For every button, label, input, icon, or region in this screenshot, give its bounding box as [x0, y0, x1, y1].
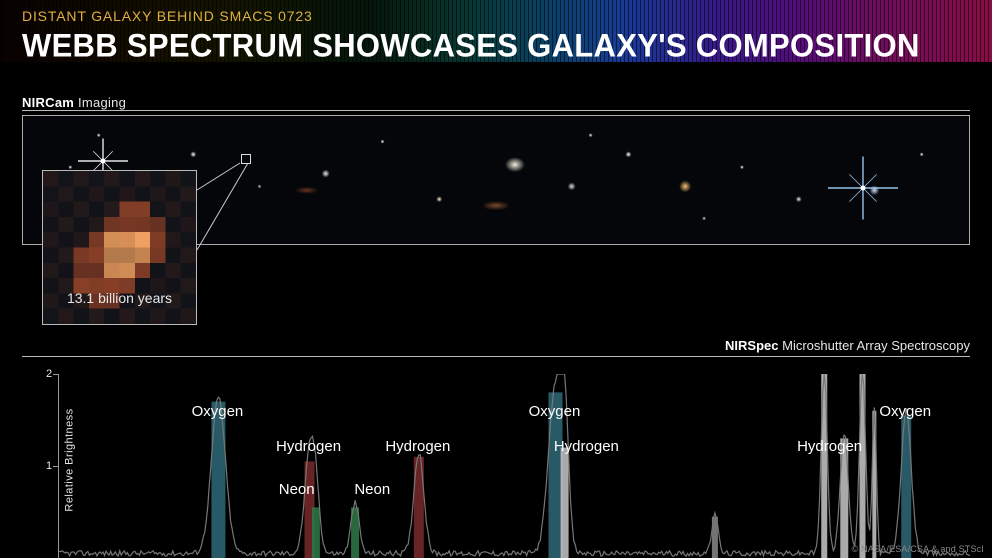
page-title: WEBB SPECTRUM SHOWCASES GALAXY'S COMPOSI…	[22, 27, 920, 65]
page-subtitle: DISTANT GALAXY BEHIND SMACS 0723	[22, 8, 920, 24]
header: DISTANT GALAXY BEHIND SMACS 0723 WEBB SP…	[22, 8, 920, 64]
nircam-rule	[22, 110, 970, 111]
nircam-label: NIRCam Imaging	[22, 95, 126, 110]
peak-label: Oxygen	[192, 403, 244, 420]
inset-age-label: 13.1 billion years	[42, 290, 197, 306]
peak-label: Oxygen	[529, 403, 581, 420]
peak-label: Hydrogen	[276, 438, 341, 455]
nirspec-label-bold: NIRSpec	[725, 338, 778, 353]
chart-plot-area	[58, 374, 970, 558]
nircam-label-light: Imaging	[78, 95, 126, 110]
image-credit: © NASA/ESA/CSA & and STScI	[852, 544, 984, 554]
nircam-label-bold: NIRCam	[22, 95, 74, 110]
peak-label: Hydrogen	[797, 438, 862, 455]
peak-label: Hydrogen	[554, 438, 619, 455]
y-tick: 1	[46, 460, 52, 472]
spectrum-chart: Relative Brightness 12OxygenHydrogenNeon…	[22, 362, 970, 558]
peak-label: Oxygen	[879, 403, 931, 420]
nirspec-rule	[22, 356, 970, 357]
nirspec-label-light: Microshutter Array Spectroscopy	[782, 338, 970, 353]
peak-label: Neon	[279, 481, 315, 498]
y-tick: 2	[46, 368, 52, 380]
spectrum-svg	[59, 374, 970, 558]
nirspec-label: NIRSpec Microshutter Array Spectroscopy	[725, 338, 970, 353]
callout-target-box	[241, 154, 251, 164]
peak-label: Hydrogen	[385, 438, 450, 455]
peak-label: Neon	[354, 481, 390, 498]
